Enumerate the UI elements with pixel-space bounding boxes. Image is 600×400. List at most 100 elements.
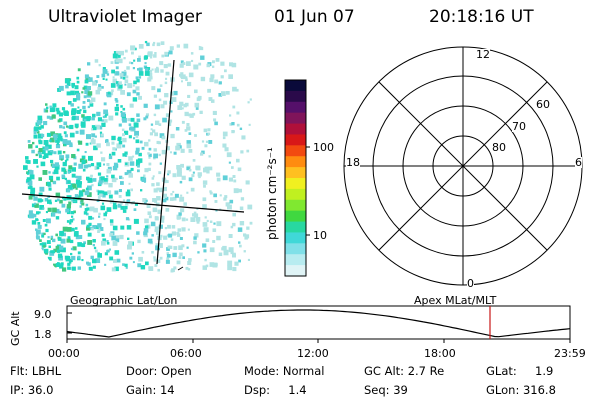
- image-pixel: [38, 153, 42, 156]
- image-pixel: [205, 140, 209, 143]
- image-pixel: [64, 134, 68, 138]
- image-pixel: [222, 131, 228, 137]
- image-pixel: [54, 162, 59, 167]
- image-pixel: [103, 180, 109, 185]
- image-pixel: [218, 81, 222, 85]
- image-pixel: [57, 150, 62, 155]
- image-pixel: [103, 109, 108, 115]
- image-pixel: [115, 50, 120, 55]
- geo-meridian-line: [156, 59, 175, 265]
- instrument-title: Ultraviolet Imager: [48, 7, 202, 27]
- image-pixel: [52, 238, 56, 243]
- image-pixel: [81, 160, 86, 165]
- image-pixel: [239, 244, 242, 248]
- image-pixel: [56, 110, 61, 115]
- image-pixel: [88, 215, 93, 220]
- image-pixel: [28, 210, 33, 215]
- image-pixel: [160, 104, 165, 109]
- image-pixel: [129, 127, 132, 131]
- image-pixel: [158, 224, 163, 229]
- image-pixel: [45, 211, 48, 214]
- image-pixel: [101, 86, 104, 89]
- image-pixel: [231, 166, 234, 169]
- image-pixel: [82, 168, 86, 172]
- image-pixel: [111, 135, 116, 141]
- image-pixel: [86, 116, 91, 121]
- image-pixel: [247, 101, 250, 104]
- image-pixel: [198, 62, 202, 66]
- image-pixel: [92, 126, 97, 131]
- image-pixel: [247, 204, 253, 210]
- image-pixel: [46, 132, 51, 137]
- image-pixel: [66, 220, 70, 223]
- image-pixel: [56, 198, 60, 202]
- image-pixel: [91, 116, 95, 121]
- image-pixel: [155, 243, 160, 248]
- image-pixel: [158, 123, 162, 126]
- image-pixel: [231, 130, 235, 134]
- image-pixel: [60, 234, 63, 237]
- image-pixel: [198, 97, 202, 100]
- image-pixel: [72, 115, 76, 120]
- image-pixel: [231, 122, 235, 126]
- image-pixel: [102, 69, 108, 74]
- image-pixel: [42, 170, 48, 175]
- image-pixel: [114, 190, 119, 195]
- image-pixel: [50, 150, 53, 153]
- image-pixel: [71, 227, 75, 232]
- image-pixel: [229, 114, 232, 117]
- image-pixel: [176, 165, 181, 170]
- image-pixel: [115, 71, 120, 76]
- image-pixel: [188, 132, 192, 135]
- image-pixel: [35, 229, 41, 235]
- image-pixel: [206, 63, 210, 68]
- image-pixel: [232, 267, 237, 272]
- image-pixel: [84, 79, 89, 84]
- mlat-label-70: 70: [512, 120, 526, 133]
- image-pixel: [71, 167, 76, 172]
- image-pixel: [170, 91, 175, 96]
- altitude-xtick-0000: 00:00: [48, 347, 80, 360]
- image-pixel: [36, 211, 40, 215]
- image-pixel: [50, 235, 54, 239]
- image-pixel: [81, 155, 86, 160]
- image-pixel: [151, 86, 156, 91]
- image-pixel: [115, 99, 119, 103]
- image-pixel: [106, 175, 109, 178]
- image-pixel: [183, 43, 189, 49]
- image-pixel: [138, 256, 143, 262]
- image-pixel: [49, 139, 52, 142]
- image-pixel: [74, 194, 79, 198]
- image-pixel: [213, 193, 217, 198]
- image-pixel: [218, 252, 223, 256]
- image-pixel: [126, 199, 131, 203]
- image-pixel: [146, 113, 149, 117]
- image-pixel: [75, 90, 79, 95]
- image-pixel: [135, 76, 139, 80]
- image-pixel: [61, 174, 65, 178]
- image-pixel: [45, 103, 48, 106]
- image-pixel: [43, 248, 49, 254]
- image-pixel: [112, 204, 118, 210]
- image-pixel: [198, 45, 204, 51]
- image-pixel: [118, 136, 122, 141]
- image-pixel: [63, 121, 68, 126]
- image-pixel: [99, 131, 103, 134]
- image-pixel: [209, 247, 215, 253]
- image-pixel: [94, 59, 99, 63]
- image-pixel: [120, 105, 123, 108]
- image-pixel: [67, 169, 72, 173]
- image-pixel: [107, 167, 111, 170]
- image-pixel: [44, 146, 49, 151]
- geo-tick-mark: [177, 266, 184, 271]
- image-pixel: [202, 197, 207, 202]
- image-pixel: [76, 93, 81, 98]
- colorbar-swatch: [285, 221, 306, 234]
- image-pixel: [212, 65, 215, 68]
- aurora-image-pixels: [23, 40, 253, 273]
- image-pixel: [157, 88, 161, 93]
- image-pixel: [138, 67, 143, 72]
- image-pixel: [206, 219, 209, 222]
- image-pixel: [40, 161, 46, 167]
- image-pixel: [69, 219, 74, 223]
